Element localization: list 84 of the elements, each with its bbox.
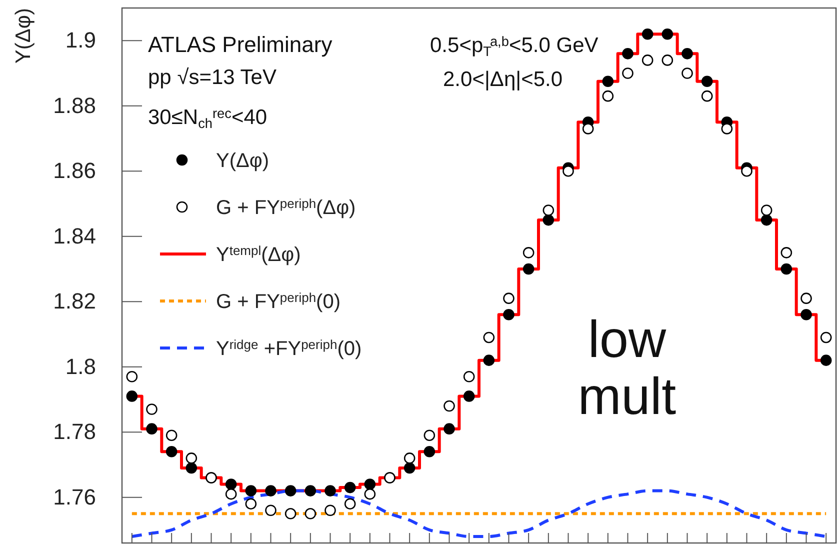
point	[483, 354, 495, 366]
point	[424, 430, 436, 441]
point	[622, 68, 634, 79]
y-tick-label: 1.84	[53, 223, 96, 248]
point	[642, 54, 654, 66]
point	[265, 485, 276, 496]
y-tick-label: 1.76	[53, 484, 96, 510]
point	[304, 508, 316, 520]
point	[186, 462, 198, 474]
annotation: 2.0<|Δη|<5.0	[443, 68, 563, 91]
point	[344, 482, 356, 494]
point	[582, 123, 594, 134]
point	[622, 48, 634, 60]
point	[820, 332, 832, 344]
point	[780, 247, 792, 258]
point	[760, 214, 772, 226]
y-tick-label: 1.78	[53, 419, 96, 444]
y-axis-title: Y(Δφ)	[12, 8, 35, 64]
point	[284, 508, 296, 520]
point	[662, 54, 674, 66]
y-tick-label: 1.86	[53, 158, 96, 184]
point	[741, 165, 752, 177]
annotation: low mult	[578, 311, 677, 426]
point	[721, 123, 733, 134]
annotation: ATLAS Preliminary	[148, 32, 332, 57]
point	[780, 263, 792, 275]
point	[364, 478, 376, 490]
point	[701, 76, 713, 88]
legend-label: G + FY$^{periph}$(Δφ)	[216, 196, 356, 219]
point	[820, 354, 832, 366]
point	[662, 28, 674, 40]
point	[404, 462, 416, 474]
point	[483, 332, 495, 344]
point	[542, 214, 554, 226]
point	[146, 404, 158, 415]
annotation: 0.5<p$_{T}$$^{a,b}$<5.0 GeV	[430, 34, 598, 60]
point	[245, 485, 257, 496]
point	[265, 504, 276, 516]
point	[800, 292, 812, 304]
point	[463, 390, 475, 402]
point	[463, 370, 475, 382]
point	[324, 485, 336, 496]
legend-label: Y$^{templ}$(Δφ)	[216, 243, 301, 266]
point	[304, 485, 316, 496]
legend-label: Y(Δφ)	[216, 150, 269, 172]
point	[682, 68, 693, 79]
point	[522, 247, 534, 258]
point	[444, 400, 455, 412]
point	[701, 90, 713, 102]
point	[444, 423, 455, 434]
point	[424, 446, 436, 458]
point	[602, 76, 614, 88]
point	[225, 488, 237, 500]
annotation: 30≤N$_{ch}$$^{rec}$<40	[148, 106, 268, 132]
point	[542, 204, 554, 216]
point	[503, 292, 514, 304]
legend-label: G + FY$^{periph}$(0)	[216, 290, 340, 313]
point	[404, 452, 416, 464]
y-tick-label: 1.9	[65, 28, 96, 53]
point	[522, 263, 534, 275]
point	[146, 423, 158, 434]
point	[364, 488, 376, 500]
point	[166, 446, 178, 458]
y-tick-label: 1.8	[65, 354, 96, 379]
point	[800, 308, 812, 320]
point	[166, 430, 178, 441]
y-tick-label: 1.82	[53, 288, 96, 314]
point	[602, 90, 614, 102]
point	[760, 204, 772, 216]
point	[324, 504, 336, 516]
point	[503, 308, 514, 320]
annotation: pp √s=13 TeV	[148, 66, 276, 89]
point	[186, 452, 198, 464]
point	[225, 478, 237, 490]
point	[682, 48, 693, 60]
y-tick-label: 1.88	[53, 92, 96, 118]
point	[344, 498, 356, 510]
point	[126, 370, 138, 382]
legend-label: Y$^{ridge}$ +FY$^{periph}$(0)	[216, 337, 362, 360]
point	[642, 28, 654, 40]
point	[562, 165, 574, 177]
point	[245, 498, 257, 510]
point	[284, 485, 296, 496]
point	[126, 390, 138, 402]
